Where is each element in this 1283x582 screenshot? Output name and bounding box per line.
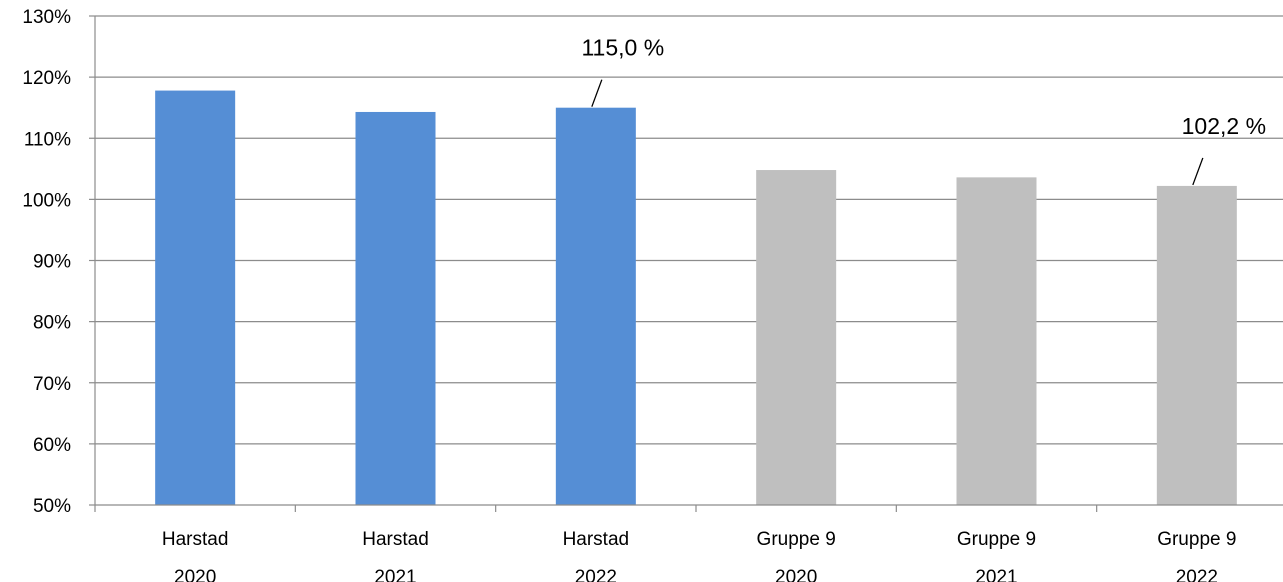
bars	[155, 90, 1237, 506]
gridlines	[95, 15, 1283, 445]
y-tick-label: 100%	[22, 190, 71, 211]
y-tick-label: 70%	[33, 374, 71, 395]
y-tick-label: 60%	[33, 435, 71, 456]
x-tick-label: 2021	[975, 567, 1017, 582]
y-tick-label: 120%	[22, 68, 71, 89]
x-tick-label: 2020	[174, 567, 216, 582]
axes	[89, 15, 1283, 512]
x-tick-label: 2022	[1176, 567, 1218, 582]
x-tick-label: 2022	[575, 567, 617, 582]
y-tick-label: 90%	[33, 252, 71, 273]
x-tick-label: Harstad	[563, 529, 630, 550]
bar	[956, 177, 1037, 505]
bar	[756, 170, 837, 505]
x-tick-label: Gruppe 9	[757, 529, 836, 550]
x-tick-label: Harstad	[362, 529, 429, 550]
x-tick-label: 2021	[374, 567, 416, 582]
leader-line	[591, 79, 603, 107]
leader-line	[1192, 157, 1204, 186]
x-tick-label: Gruppe 9	[957, 529, 1036, 550]
data-label: 115,0 %	[581, 35, 664, 61]
y-tick-label: 110%	[24, 129, 71, 150]
y-tick-label: 80%	[33, 313, 71, 334]
bar	[555, 107, 636, 505]
x-tick-label: Harstad	[162, 529, 229, 550]
data-labels: 115,0 % 102,2 %	[581, 35, 1266, 186]
y-axis-ticks: 50% 60% 70% 80% 90% 100% 110% 120% 130%	[22, 7, 71, 517]
bar	[155, 90, 236, 505]
x-tick-label: Gruppe 9	[1157, 529, 1236, 550]
x-tick-label: 2020	[775, 567, 817, 582]
y-tick-label: 130%	[22, 7, 71, 28]
data-label: 102,2 %	[1182, 113, 1266, 139]
bar	[355, 111, 436, 505]
y-tick-label: 50%	[33, 496, 71, 517]
bar	[1156, 185, 1237, 506]
x-axis-labels: Harstad 2020 Harstad 2021 Harstad 2022 Gruppe …	[162, 529, 1237, 582]
